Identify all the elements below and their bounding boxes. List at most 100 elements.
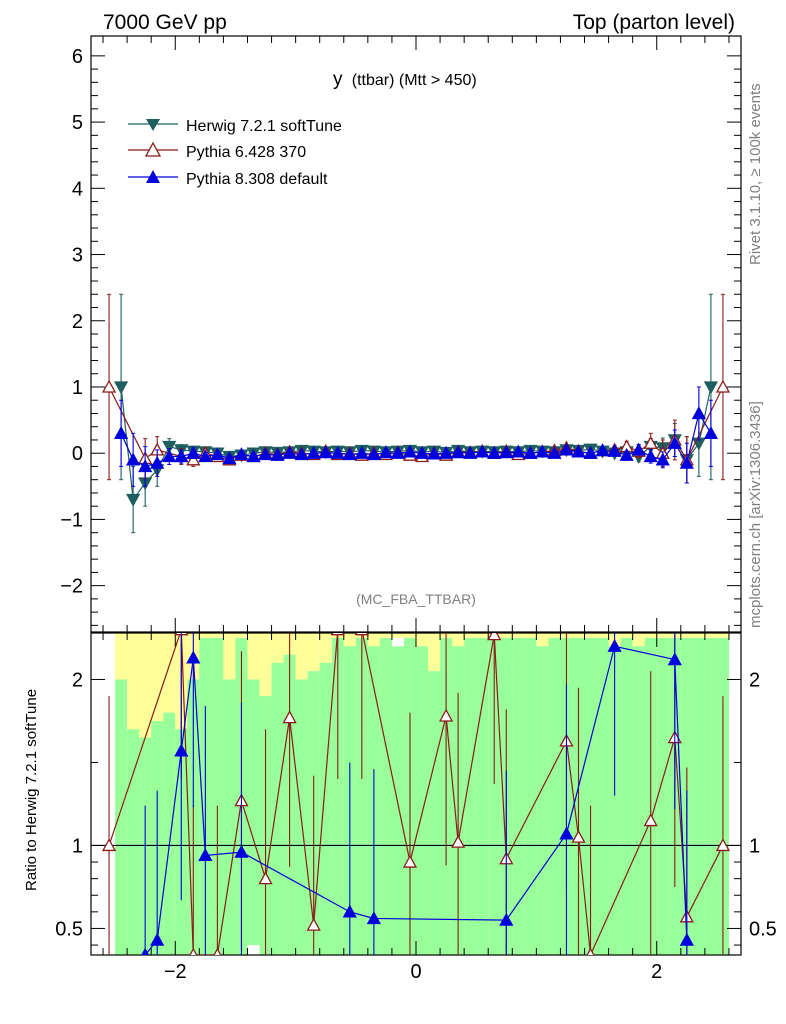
band-yellow — [572, 633, 585, 638]
main-ytick-label: 0 — [72, 443, 83, 465]
band-green — [548, 637, 561, 955]
band-yellow — [644, 633, 657, 638]
main-point — [583, 445, 598, 459]
band-green — [656, 637, 669, 955]
main-point — [703, 381, 719, 395]
band-yellow — [403, 633, 416, 638]
band-yellow — [235, 633, 248, 638]
band-green — [319, 662, 332, 955]
main-point — [535, 444, 550, 458]
main-point — [619, 447, 634, 461]
analysis-watermark: (MC_FBA_TTBAR) — [356, 591, 476, 607]
ratio-ytick-label: 2 — [72, 669, 83, 691]
ratio-point — [366, 911, 381, 925]
ratio-point — [679, 932, 694, 946]
main-ytick-label: 3 — [72, 245, 83, 267]
main-point — [126, 493, 141, 507]
legend-entry-herwig: Herwig 7.2.1 softTune — [128, 118, 342, 135]
ratio-xtick-label: 2 — [651, 961, 662, 983]
band-yellow — [692, 633, 705, 638]
band-yellow — [379, 633, 392, 638]
ratio-point — [643, 813, 658, 827]
legend-marker-pythia6 — [144, 141, 162, 157]
ratio-ylabel: Ratio to Herwig 7.2.1 softTune — [23, 689, 40, 891]
band-green — [247, 679, 260, 946]
band-green — [416, 646, 429, 955]
main-point — [113, 381, 129, 395]
main-point — [426, 446, 442, 460]
ratio-ytick-label-right: 1 — [749, 835, 760, 857]
band-yellow — [500, 633, 513, 638]
ratio-point — [559, 826, 574, 840]
ratio-point — [499, 912, 514, 926]
main-point — [607, 443, 622, 457]
ratio-point — [586, 947, 595, 955]
band-green — [355, 637, 368, 955]
band-green — [524, 637, 537, 955]
main-point — [330, 445, 345, 459]
ratio-point — [189, 947, 198, 955]
band-green — [379, 637, 392, 955]
band-yellow — [295, 633, 308, 680]
main-point — [571, 444, 586, 458]
main-ytick-label: 5 — [72, 112, 83, 134]
main-point — [186, 445, 201, 459]
main-point — [294, 447, 309, 461]
band-yellow — [247, 633, 260, 680]
main-title-suffix: (ttbar) (Mtt > 450) — [352, 72, 477, 89]
main-ytick-label: −1 — [60, 509, 83, 531]
legend-entry-pythia8: Pythia 8.308 default — [128, 170, 328, 188]
band-yellow — [199, 633, 212, 638]
main-point — [655, 452, 670, 466]
main-point — [691, 406, 706, 420]
band-yellow — [704, 633, 717, 638]
main-point — [703, 425, 719, 439]
band-green — [596, 637, 609, 955]
main-point — [186, 452, 201, 466]
main-point — [475, 444, 490, 458]
band-green — [127, 729, 140, 955]
main-point — [270, 447, 285, 461]
band-yellow — [632, 633, 645, 647]
main-point — [150, 455, 165, 469]
band-green — [391, 646, 404, 955]
band-yellow — [367, 633, 380, 647]
main-point — [318, 445, 333, 459]
main-ytick-label: 1 — [72, 377, 83, 399]
main-point — [559, 442, 574, 456]
main-point — [547, 445, 562, 459]
ratio-point — [282, 710, 297, 724]
legend: Herwig 7.2.1 softTune Pythia 6.428 370 P… — [128, 118, 342, 188]
legend-label-herwig: Herwig 7.2.1 softTune — [186, 118, 342, 135]
ratio-ytick-label: 1 — [72, 835, 83, 857]
band-yellow — [452, 633, 465, 647]
main-point — [414, 445, 430, 459]
band-yellow — [656, 633, 669, 638]
ratio-ytick-label-right: 2 — [749, 669, 760, 691]
rivet-label: Rivet 3.1.10, ≥ 100k events — [747, 83, 764, 265]
main-point — [523, 445, 538, 459]
band-yellow — [680, 633, 693, 638]
main-point — [222, 451, 237, 465]
main-point — [258, 447, 273, 461]
main-point — [631, 442, 646, 456]
main-point — [210, 447, 225, 461]
main-axis-ticks: −2 −1 0 1 2 3 4 5 6 — [60, 36, 741, 632]
ratio-point — [715, 838, 731, 852]
band-green — [608, 646, 621, 955]
band-green — [692, 637, 705, 955]
ratio-uncertainty-bands — [91, 633, 741, 955]
band-yellow — [163, 633, 176, 713]
ratio-point — [186, 650, 201, 664]
main-title-y: y — [333, 69, 343, 90]
main-point — [174, 449, 189, 463]
band-green — [476, 637, 489, 955]
main-point — [487, 445, 502, 459]
main-title: y (ttbar) (Mtt > 450) — [333, 69, 477, 90]
band-green — [632, 646, 645, 955]
main-series-line-0 — [120, 386, 712, 502]
band-yellow — [476, 633, 489, 638]
ratio-series-layer — [101, 633, 731, 955]
ratio-point — [451, 834, 466, 848]
